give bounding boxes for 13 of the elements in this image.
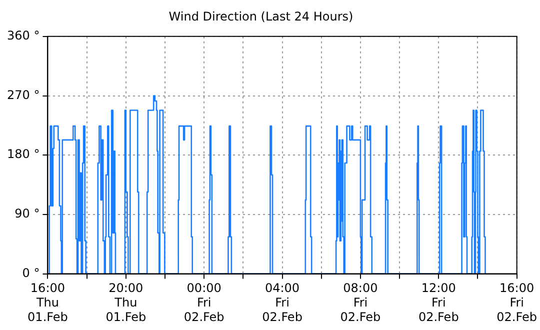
x-tick-label: 08:00 Fri 02.Feb bbox=[340, 281, 381, 324]
x-tick-label: 12:00 Fri 02.Feb bbox=[418, 281, 459, 324]
y-tick-label: 270 ° bbox=[7, 88, 40, 102]
x-tick-label: 16:00 Fri 02.Feb bbox=[496, 281, 538, 324]
x-tick-label: 20:00 Thu 01.Feb bbox=[106, 281, 146, 324]
y-tick-label: 90 ° bbox=[14, 206, 40, 221]
y-tick-label: 360 ° bbox=[7, 28, 40, 43]
x-tick-label: 04:00 Fri 02.Feb bbox=[262, 281, 302, 324]
x-tick-label: 16:00 Thu 01.Feb bbox=[28, 281, 68, 324]
y-tick-label: 180 ° bbox=[7, 147, 40, 162]
x-tick-label: 00:00 Fri 02.Feb bbox=[184, 281, 224, 324]
y-tick-label: 0 ° bbox=[22, 266, 40, 280]
chart-title: Wind Direction (Last 24 Hours) bbox=[168, 9, 354, 24]
